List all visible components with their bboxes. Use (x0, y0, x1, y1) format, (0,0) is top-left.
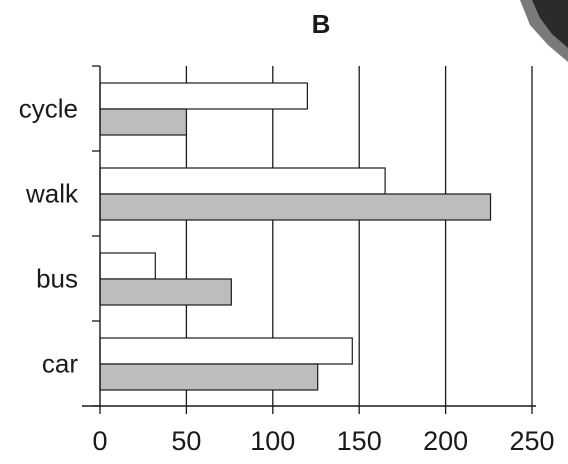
bar (99, 193, 492, 221)
category-label: bus (36, 264, 78, 294)
bar (99, 363, 319, 391)
category-label: walk (25, 179, 79, 209)
chart-title: B (312, 9, 331, 39)
category-labels: cycle walk bus car (19, 94, 79, 379)
x-tick-label: 50 (171, 426, 201, 456)
x-tick-label: 150 (337, 426, 382, 456)
x-tick-label: 200 (423, 426, 468, 456)
bar (99, 82, 308, 110)
bar (99, 337, 353, 365)
axes (82, 65, 536, 414)
bar (99, 278, 232, 306)
bar (99, 167, 386, 195)
category-label: cycle (19, 94, 78, 124)
x-tick-labels: 0 50 100 150 200 250 (92, 426, 554, 456)
bar (99, 252, 156, 280)
corner-shadow-decoration (520, 0, 568, 62)
x-tick-label: 100 (250, 426, 295, 456)
bar (99, 108, 188, 136)
x-tick-label: 0 (92, 426, 107, 456)
x-tick-label: 250 (509, 426, 554, 456)
category-label: car (42, 349, 78, 379)
bars (99, 82, 492, 391)
